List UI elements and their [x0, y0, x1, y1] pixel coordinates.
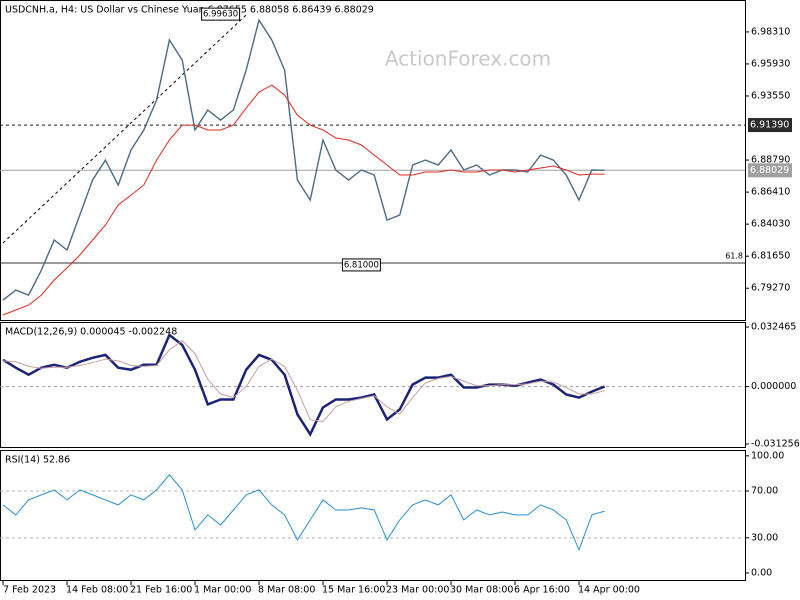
x-tick-label: 6 Apr 16:00: [514, 585, 570, 596]
y-tick-label: 6.79270: [751, 283, 790, 294]
annotation-box: [201, 7, 241, 21]
y-tick-label: 0.000000: [751, 381, 796, 392]
y-tick-label: 0.00: [751, 567, 772, 578]
series-line: [2, 84, 605, 316]
annotation-label: 6.81000: [344, 260, 379, 270]
annotation-box: [341, 258, 381, 272]
x-tick-label: 30 Mar 08:00: [450, 585, 513, 596]
panel-title: MACD(12,26,9) 0.000045 -0.002248: [5, 327, 177, 338]
y-tick-label: 70.00: [751, 485, 778, 496]
y-tick-label: 6.86410: [751, 187, 790, 198]
series-line: [2, 340, 605, 423]
trendline: [2, 14, 247, 244]
y-tick-label: 0.032465: [751, 322, 796, 333]
y-tick-label: 6.95930: [751, 58, 790, 69]
panel-frame: [0, 322, 746, 448]
annotation-label: 6.99630: [203, 10, 238, 20]
x-tick-label: 14 Apr 00:00: [578, 585, 640, 596]
y-tick-label: 6.88790: [751, 155, 790, 166]
price-box: [748, 118, 792, 133]
x-tick-label: 15 Mar 16:00: [322, 585, 385, 596]
y-tick-label: -0.031256: [751, 438, 800, 449]
y-tick-label: 6.93550: [751, 90, 790, 101]
x-tick-label: 1 Mar 00:00: [194, 585, 251, 596]
price-box-label: 6.88029: [750, 165, 789, 176]
y-tick-label: 6.81650: [751, 251, 790, 262]
price-box-label: 6.91390: [750, 120, 789, 131]
x-tick-label: 7 Feb 2023: [3, 585, 56, 596]
panel-title: RSI(14) 52.86: [5, 455, 70, 466]
y-tick-label: 30.00: [751, 532, 778, 543]
panel-frame: [0, 450, 746, 581]
y-tick-label: 100.00: [751, 450, 784, 461]
series-line: [2, 474, 605, 552]
price-box: [748, 163, 792, 178]
x-tick-label: 14 Feb 08:00: [66, 585, 128, 596]
fib-label: 61.8: [725, 252, 743, 261]
x-tick-label: 21 Feb 16:00: [130, 585, 192, 596]
watermark: ActionForex.com: [385, 47, 551, 71]
y-tick-label: 6.98310: [751, 26, 790, 37]
y-tick-label: 6.84030: [751, 219, 790, 230]
x-tick-label: 23 Mar 00:00: [386, 585, 449, 596]
panel-title: USDCNH.a, H4: US Dollar vs Chinese Yuan …: [5, 5, 374, 16]
x-tick-label: 8 Mar 08:00: [258, 585, 315, 596]
